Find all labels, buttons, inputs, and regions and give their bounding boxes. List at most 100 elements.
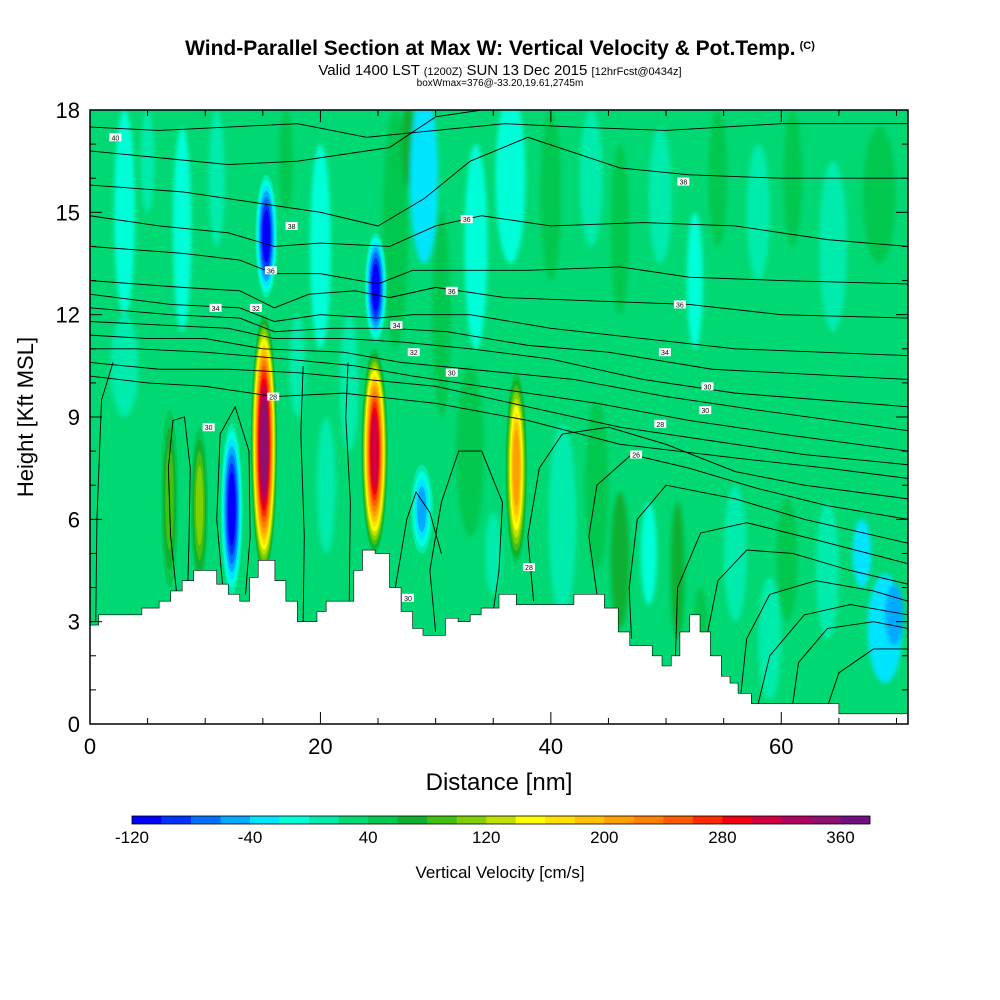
colorbar-swatch — [751, 816, 782, 824]
contour-label-text: 28 — [656, 422, 664, 429]
colorbar-swatch — [338, 816, 369, 824]
contour-label: 40 — [109, 133, 122, 142]
field-band — [815, 502, 839, 639]
isentrope-line — [90, 375, 908, 479]
isentrope-line — [674, 522, 908, 663]
colorbar-swatch — [309, 816, 339, 824]
colorbar-swatch — [456, 816, 487, 824]
contour-label-text: 26 — [632, 453, 640, 460]
downdraft-core — [255, 174, 278, 298]
contour-label-bg — [401, 593, 414, 602]
isentrope-line — [394, 491, 442, 588]
field-band — [852, 519, 872, 588]
contour-label: 34 — [209, 303, 222, 313]
field-band — [670, 502, 685, 639]
contour-label: 26 — [630, 450, 643, 460]
colorbar-swatch — [250, 816, 280, 824]
isentrope-line — [588, 454, 908, 595]
isentrope-line — [90, 215, 908, 247]
field-band — [776, 498, 798, 622]
contour-label-text: 28 — [269, 395, 277, 402]
contour-labels: 40 38 36 38 36 34 32 36 36 34 32 34 30 30 30 28 26 28 30 30… — [109, 133, 714, 603]
downdraft-core — [364, 232, 387, 342]
y-tick-label: 15 — [56, 200, 80, 225]
contour-label-bg — [699, 406, 712, 415]
colorbar-tick-label: -40 — [238, 828, 263, 847]
contour-label-bg — [267, 392, 280, 401]
y-tick-label: 6 — [68, 507, 80, 532]
isentrope-line — [792, 621, 908, 704]
updraft-core-level — [512, 429, 520, 507]
y-tick-label: 3 — [68, 610, 80, 635]
contour-label-bg — [390, 320, 403, 329]
field-band — [278, 110, 293, 213]
field-band — [548, 423, 577, 615]
downdraft-core-level — [417, 486, 427, 532]
isentrope-line — [345, 362, 351, 602]
contour-label-text: 32 — [410, 350, 418, 357]
colorbar-swatch — [633, 816, 664, 824]
downdraft-core — [410, 464, 433, 554]
field-band — [819, 161, 847, 332]
contour-label-text: 36 — [448, 289, 456, 296]
isentrope-line — [757, 604, 908, 704]
contour-label: 36 — [460, 215, 473, 224]
field-band — [579, 110, 603, 247]
contour-label: 34 — [390, 320, 403, 330]
forecast-info: [12hrFcst@0434z] — [591, 66, 682, 78]
isentrope-line — [90, 123, 908, 138]
contour-label-bg — [522, 563, 535, 572]
chart-subtitle: Valid 1400 LST (1200Z) SUN 13 Dec 2015 [… — [0, 62, 1000, 79]
updraft-core-level — [195, 465, 204, 546]
colorbar-tick-label: 120 — [472, 828, 500, 847]
x-tick-label: 40 — [539, 734, 563, 759]
isentrope-line — [90, 348, 908, 452]
colorbar-swatch — [840, 816, 871, 824]
colorbar-swatch — [604, 816, 635, 824]
colorbar-tick-label: 40 — [359, 828, 378, 847]
y-tick-label: 9 — [68, 405, 80, 430]
contour-label-text: 40 — [111, 135, 119, 142]
field-band — [316, 417, 336, 554]
contour-label-bg — [658, 348, 671, 357]
field-band — [758, 577, 782, 701]
contour-label-text: 38 — [679, 180, 687, 187]
boxwmax-info: boxWmax=376@-33.20,19.61,2745m — [416, 78, 584, 89]
contour-label-text: 34 — [661, 350, 669, 357]
y-tick-label: 0 — [68, 712, 80, 737]
contour-label: 36 — [445, 286, 458, 296]
isentrope-line — [826, 648, 908, 708]
colorbar-swatch — [161, 816, 192, 824]
colorbar-swatch — [368, 816, 398, 824]
field-texture — [110, 110, 904, 701]
contour-label-text: 30 — [205, 425, 213, 432]
colorbar-swatch — [722, 816, 753, 824]
field-band — [495, 110, 526, 264]
field-band — [540, 110, 562, 281]
contour-label-text: 34 — [212, 306, 220, 313]
colorbar-swatch — [574, 816, 605, 824]
contour-label: 30 — [699, 406, 712, 415]
contour-label-bg — [445, 368, 458, 377]
field-band — [114, 110, 135, 315]
isentrope-line — [216, 405, 251, 595]
terrain-mask — [90, 549, 908, 724]
colorbar-frame — [131, 815, 871, 825]
contour-label-text: 32 — [252, 306, 260, 313]
y-axis-label: Height [Kft MSL] — [13, 337, 38, 497]
x-tick-label: 20 — [308, 734, 332, 759]
colorbar-tick-label: 280 — [708, 828, 736, 847]
isentrope-line — [90, 361, 908, 466]
colorbar-swatch — [486, 816, 517, 824]
contour-label: 32 — [249, 303, 262, 313]
colorbar-tick-label: 200 — [590, 828, 618, 847]
contour-label-text: 36 — [676, 302, 684, 309]
field-band — [485, 512, 502, 595]
field-band — [648, 127, 672, 264]
field-band — [464, 144, 488, 349]
colorbar-swatch — [515, 816, 546, 824]
contour-label-bg — [285, 221, 298, 230]
chart-title: Wind-Parallel Section at Max W: Vertical… — [0, 37, 1000, 61]
colorbar-swatch — [279, 816, 310, 824]
